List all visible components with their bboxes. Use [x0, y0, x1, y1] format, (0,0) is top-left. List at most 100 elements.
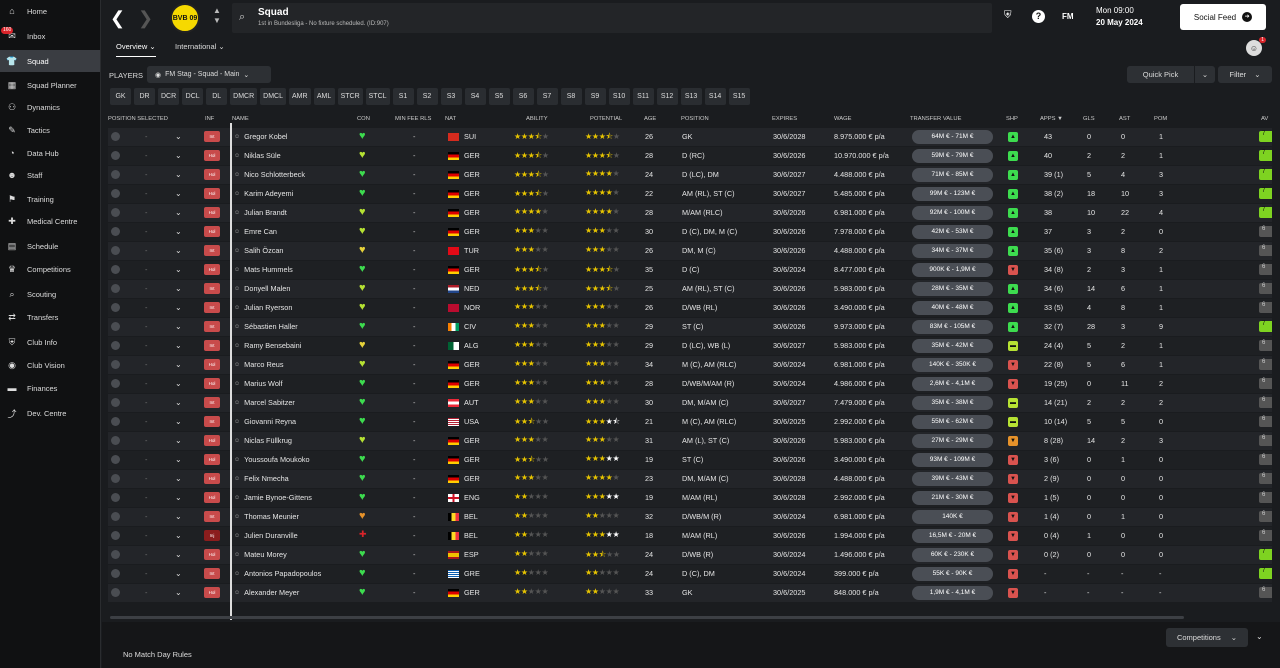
club-switch-arrows[interactable]: ▲ ▼	[213, 6, 221, 25]
transfer-value-pill[interactable]: 64M € - 71M €	[912, 130, 993, 144]
table-row[interactable]: - ⌄ Hol ☺ Karim Adeyemi ♥ - GER ★★★⯪★ ★★★★★ 22 AM (…	[108, 185, 1272, 203]
chevron-down-icon[interactable]: ⌄	[175, 208, 182, 217]
table-row[interactable]: - ⌄ Hol ☺ Jamie Bynoe-Gittens ♥ - ENG ★★★★★ ★★★★★…	[108, 489, 1272, 507]
position-button-gk[interactable]: GK	[110, 88, 131, 105]
search-icon[interactable]: ⌕	[239, 11, 246, 23]
player-name[interactable]: ☺ Emre Can	[234, 227, 277, 236]
col-ast[interactable]: AST	[1119, 116, 1131, 122]
table-row[interactable]: - ⌄ Int ☺ Sébastien Haller ♥ - CIV ★★★★★ ★★★★★ 29 S…	[108, 318, 1272, 336]
col-position[interactable]: POSITION	[681, 116, 709, 122]
transfer-value-pill[interactable]: 71M € - 85M €	[912, 168, 993, 182]
table-row[interactable]: - ⌄ Hol ☺ Alexander Meyer ♥ - GER ★★★★★ ★★★★★ 33 GK…	[108, 584, 1272, 602]
player-name[interactable]: ☺ Marius Wolf	[234, 379, 283, 388]
chevron-down-icon[interactable]: ⌄	[1256, 632, 1263, 641]
select-checkbox[interactable]	[111, 227, 120, 236]
select-checkbox[interactable]	[111, 360, 120, 369]
position-button-s5[interactable]: S5	[488, 88, 510, 105]
col-age[interactable]: AGE	[644, 116, 657, 122]
chevron-down-icon[interactable]: ⌄	[175, 531, 182, 540]
table-row[interactable]: - ⌄ Int ☺ Ramy Bensebaini ♥ - ALG ★★★★★ ★★★★★ 29 D …	[108, 337, 1272, 355]
player-name[interactable]: ☺ Youssoufa Moukoko	[234, 455, 310, 464]
select-checkbox[interactable]	[111, 132, 120, 141]
col-name[interactable]: NAME	[232, 116, 249, 122]
table-row[interactable]: - ⌄ Int ☺ Donyell Malen ♥ - NED ★★★⯪★ ★★★⯪★ 25 AM (…	[108, 280, 1272, 298]
sidebar-item-training[interactable]: ⚑ Training	[0, 188, 100, 210]
select-checkbox[interactable]	[111, 512, 120, 521]
chevron-down-icon[interactable]: ⌄	[175, 417, 182, 426]
select-checkbox[interactable]	[111, 151, 120, 160]
chevron-down-icon[interactable]: ⌄	[175, 151, 182, 160]
transfer-value-pill[interactable]: 16,5M € - 20M €	[912, 529, 993, 543]
position-button-s8[interactable]: S8	[560, 88, 582, 105]
table-row[interactable]: - ⌄ Int ☺ Gregor Kobel ♥ - SUI ★★★⯪★ ★★★⯪★ 26 GK 30/…	[108, 128, 1272, 146]
col-wage[interactable]: WAGE	[834, 116, 852, 122]
col-min-fee[interactable]: MIN FEE RLS	[395, 116, 432, 122]
transfer-value-pill[interactable]: 83M € - 105M €	[912, 320, 993, 334]
chevron-down-icon[interactable]: ⌄	[175, 474, 182, 483]
player-name[interactable]: ☺ Mats Hummels	[234, 265, 293, 274]
player-name[interactable]: ☺ Salih Özcan	[234, 246, 283, 255]
sidebar-item-transfers[interactable]: ⇄ Transfers	[0, 306, 100, 328]
sidebar-item-competitions[interactable]: ♛ Competitions	[0, 258, 100, 280]
table-row[interactable]: - ⌄ Int ☺ Marcel Sabitzer ♥ - AUT ★★★★★ ★★★★★ 30 DM…	[108, 394, 1272, 412]
transfer-value-pill[interactable]: 42M € - 53M €	[912, 225, 993, 239]
select-checkbox[interactable]	[111, 531, 120, 540]
filter-button[interactable]: Filter ⌄	[1218, 66, 1272, 83]
position-button-s9[interactable]: S9	[584, 88, 606, 105]
chevron-down-icon[interactable]: ⌄	[175, 303, 182, 312]
table-row[interactable]: - ⌄ Hol ☺ Nico Schlotterbeck ♥ - GER ★★★⯪★ ★★★★★ 2…	[108, 166, 1272, 184]
fm-label[interactable]: FM	[1062, 12, 1074, 21]
chevron-down-icon[interactable]: ⌄	[175, 493, 182, 502]
chevron-down-icon[interactable]: ⌄	[175, 360, 182, 369]
game-date[interactable]: Mon 09:00 20 May 2024	[1096, 5, 1143, 29]
position-button-s14[interactable]: S14	[704, 88, 726, 105]
position-button-s13[interactable]: S13	[680, 88, 702, 105]
transfer-value-pill[interactable]: 1,9M € - 4,1M €	[912, 586, 993, 600]
column-divider[interactable]	[230, 123, 232, 620]
tab-overview[interactable]: Overview ⌄	[116, 42, 156, 57]
player-name[interactable]: ☺ Niclas Füllkrug	[234, 436, 292, 445]
col-shp[interactable]: SHP	[1006, 116, 1018, 122]
help-icon[interactable]: ?	[1032, 10, 1045, 23]
player-name[interactable]: ☺ Giovanni Reyna	[234, 417, 296, 426]
position-button-dcr[interactable]: DCR	[158, 88, 180, 105]
transfer-value-pill[interactable]: 21M € - 30M €	[912, 491, 993, 505]
club-crest[interactable]: BVB 09	[170, 3, 200, 33]
chevron-down-icon[interactable]: ⌄	[175, 132, 182, 141]
sidebar-item-staff[interactable]: ☻ Staff	[0, 164, 100, 186]
position-button-s1[interactable]: S1	[392, 88, 414, 105]
table-row[interactable]: - ⌄ Hol ☺ Marco Reus ♥ - GER ★★★★★ ★★★★★ 34 M (C), …	[108, 356, 1272, 374]
sidebar-item-tactics[interactable]: ✎ Tactics	[0, 119, 100, 141]
transfer-value-pill[interactable]: 60K € - 230K €	[912, 548, 993, 562]
transfer-value-pill[interactable]: 93M € - 109M €	[912, 453, 993, 467]
transfer-value-pill[interactable]: 92M € - 100M €	[912, 206, 993, 220]
player-name[interactable]: ☺ Karim Adeyemi	[234, 189, 293, 198]
transfer-value-pill[interactable]: 55K € - 90K €	[912, 567, 993, 581]
chevron-down-icon[interactable]: ⌄	[175, 398, 182, 407]
player-name[interactable]: ☺ Jamie Bynoe-Gittens	[234, 493, 312, 502]
transfer-value-pill[interactable]: 35M € - 38M €	[912, 396, 993, 410]
select-checkbox[interactable]	[111, 436, 120, 445]
sidebar-item-scouting[interactable]: ⌕ Scouting	[0, 283, 100, 305]
select-checkbox[interactable]	[111, 246, 120, 255]
transfer-value-pill[interactable]: 55M € - 62M €	[912, 415, 993, 429]
position-button-dr[interactable]: DR	[134, 88, 155, 105]
sidebar-item-inbox[interactable]: ✉ Inbox 160	[0, 25, 100, 47]
chevron-down-icon[interactable]: ⌄	[175, 189, 182, 198]
sidebar-item-medical-centre[interactable]: ✚ Medical Centre	[0, 210, 100, 232]
position-button-dcl[interactable]: DCL	[182, 88, 204, 105]
table-row[interactable]: - ⌄ Hol ☺ Niclas Füllkrug ♥ - GER ★★★★★ ★★★★★ 31 AM…	[108, 432, 1272, 450]
transfer-value-pill[interactable]: 140K € - 350K €	[912, 358, 993, 372]
chevron-down-icon[interactable]: ⌄	[175, 569, 182, 578]
player-name[interactable]: ☺ Alexander Meyer	[234, 588, 299, 597]
select-checkbox[interactable]	[111, 398, 120, 407]
transfer-value-pill[interactable]: 40M € - 48M €	[912, 301, 993, 315]
table-row[interactable]: - ⌄ Hol ☺ Julian Brandt ♥ - GER ★★★★★ ★★★★★ 28 M/AM…	[108, 204, 1272, 222]
col-transfer-value[interactable]: TRANSFER VALUE	[910, 116, 962, 122]
table-row[interactable]: - ⌄ Hol ☺ Felix Nmecha ♥ - GER ★★★★★ ★★★★★ 23 DM, M…	[108, 470, 1272, 488]
col-av[interactable]: AV	[1261, 116, 1269, 122]
col-position-selected[interactable]: POSITION SELECTED	[108, 116, 168, 122]
table-row[interactable]: - ⌄ Hol ☺ Emre Can ♥ - GER ★★★★★ ★★★★★ 30 D (C), DM…	[108, 223, 1272, 241]
position-button-s4[interactable]: S4	[464, 88, 486, 105]
col-con[interactable]: CON	[357, 116, 370, 122]
